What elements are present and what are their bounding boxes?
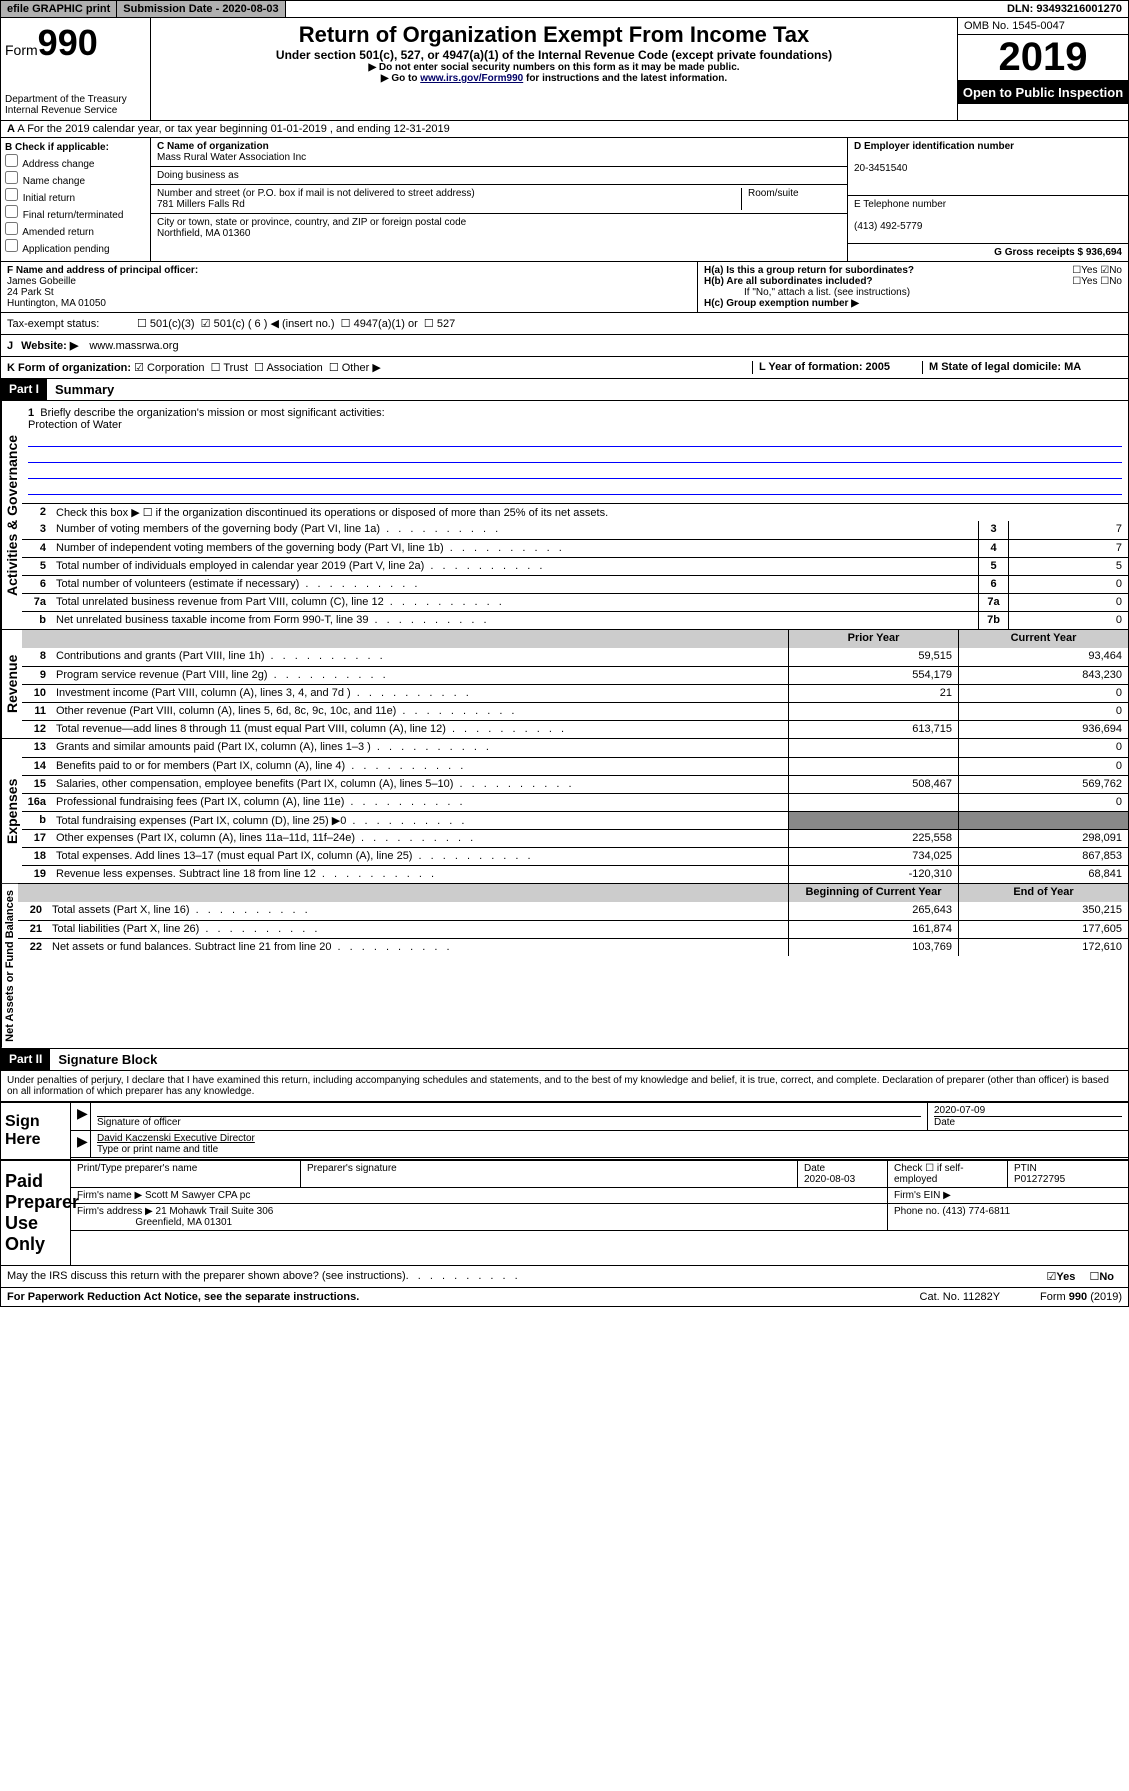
line-b: bTotal fundraising expenses (Part IX, co… bbox=[22, 811, 1128, 829]
city-cell: City or town, state or province, country… bbox=[151, 214, 847, 242]
line-17: 17Other expenses (Part IX, column (A), l… bbox=[22, 829, 1128, 847]
line-5: 5Total number of individuals employed in… bbox=[22, 557, 1128, 575]
form-number: Form990 bbox=[5, 22, 146, 64]
line-22: 22Net assets or fund balances. Subtract … bbox=[18, 938, 1128, 956]
line2: 2 Check this box ▶ ☐ if the organization… bbox=[22, 503, 1128, 521]
efile-print-button[interactable]: efile GRAPHIC print bbox=[1, 1, 117, 17]
line-13: 13Grants and similar amounts paid (Part … bbox=[22, 739, 1128, 757]
part2-title: Signature Block bbox=[50, 1049, 165, 1070]
line-12: 12Total revenue—add lines 8 through 11 (… bbox=[22, 720, 1128, 738]
line-18: 18Total expenses. Add lines 13–17 (must … bbox=[22, 847, 1128, 865]
part2-header: Part II bbox=[1, 1049, 50, 1070]
checkbox-amended-return[interactable]: Amended return bbox=[5, 222, 146, 238]
line-3: 3Number of voting members of the governi… bbox=[22, 521, 1128, 539]
line-4: 4Number of independent voting members of… bbox=[22, 539, 1128, 557]
sign-here-section: Sign Here ▶ Signature of officer 2020-07… bbox=[1, 1101, 1128, 1159]
top-toolbar: efile GRAPHIC print Submission Date - 20… bbox=[0, 0, 1129, 18]
section-j-website: J Website: ▶ www.massrwa.org bbox=[1, 334, 1128, 356]
net-header-row: Beginning of Current Year End of Year bbox=[18, 884, 1128, 902]
form-header: Form990 Department of the Treasury Inter… bbox=[1, 18, 1128, 120]
section-h: H(a) Is this a group return for subordin… bbox=[698, 262, 1128, 312]
org-name-cell: C Name of organization Mass Rural Water … bbox=[151, 138, 847, 167]
line-b: bNet unrelated business taxable income f… bbox=[22, 611, 1128, 629]
dln-label: DLN: 93493216001270 bbox=[1001, 1, 1128, 17]
perjury-declaration: Under penalties of perjury, I declare th… bbox=[1, 1070, 1128, 1101]
checkbox-initial-return[interactable]: Initial return bbox=[5, 188, 146, 204]
omb-number: OMB No. 1545-0047 bbox=[958, 18, 1128, 35]
part1-title: Summary bbox=[47, 379, 122, 400]
line-11: 11Other revenue (Part VIII, column (A), … bbox=[22, 702, 1128, 720]
vert-net-assets: Net Assets or Fund Balances bbox=[1, 884, 18, 1048]
note-ssn: ▶ Do not enter social security numbers o… bbox=[155, 62, 953, 73]
tax-exempt-status: Tax-exempt status: ☐ 501(c)(3) ☑ 501(c) … bbox=[1, 312, 1128, 334]
line-8: 8Contributions and grants (Part VIII, li… bbox=[22, 648, 1128, 666]
vert-revenue: Revenue bbox=[1, 630, 22, 738]
dept-label: Department of the Treasury Internal Reve… bbox=[5, 94, 146, 116]
address-cell: Number and street (or P.O. box if mail i… bbox=[151, 185, 847, 214]
section-k-l-m: K Form of organization: ☑ Corporation ☐ … bbox=[1, 356, 1128, 378]
telephone-cell: E Telephone number(413) 492-5779 bbox=[848, 196, 1128, 244]
footer: For Paperwork Reduction Act Notice, see … bbox=[1, 1287, 1128, 1306]
inspection-badge: Open to Public Inspection bbox=[958, 81, 1128, 104]
line-19: 19Revenue less expenses. Subtract line 1… bbox=[22, 865, 1128, 883]
vert-expenses: Expenses bbox=[1, 739, 22, 883]
checkbox-address-change[interactable]: Address change bbox=[5, 154, 146, 170]
section-a-period: A A For the 2019 calendar year, or tax y… bbox=[1, 120, 1128, 137]
line-16a: 16aProfessional fundraising fees (Part I… bbox=[22, 793, 1128, 811]
discuss-row: May the IRS discuss this return with the… bbox=[1, 1265, 1128, 1287]
line1-mission: 1 Briefly describe the organization's mi… bbox=[22, 401, 1128, 503]
line-14: 14Benefits paid to or for members (Part … bbox=[22, 757, 1128, 775]
checkbox-name-change[interactable]: Name change bbox=[5, 171, 146, 187]
section-b-checkboxes: B Check if applicable: Address change Na… bbox=[1, 138, 151, 261]
line-6: 6Total number of volunteers (estimate if… bbox=[22, 575, 1128, 593]
line-7a: 7aTotal unrelated business revenue from … bbox=[22, 593, 1128, 611]
line-10: 10Investment income (Part VIII, column (… bbox=[22, 684, 1128, 702]
line-21: 21Total liabilities (Part X, line 26)161… bbox=[18, 920, 1128, 938]
line-20: 20Total assets (Part X, line 16)265,6433… bbox=[18, 902, 1128, 920]
form-title: Return of Organization Exempt From Incom… bbox=[155, 22, 953, 48]
line-15: 15Salaries, other compensation, employee… bbox=[22, 775, 1128, 793]
ein-cell: D Employer identification number20-34515… bbox=[848, 138, 1128, 196]
form-subtitle: Under section 501(c), 527, or 4947(a)(1)… bbox=[155, 48, 953, 62]
checkbox-application-pending[interactable]: Application pending bbox=[5, 239, 146, 255]
vert-activities-governance: Activities & Governance bbox=[1, 401, 22, 629]
paid-preparer-section: Paid Preparer Use Only Print/Type prepar… bbox=[1, 1159, 1128, 1265]
note-link: ▶ Go to www.irs.gov/Form990 for instruct… bbox=[155, 73, 953, 84]
part1-header: Part I bbox=[1, 379, 47, 400]
submission-date-button[interactable]: Submission Date - 2020-08-03 bbox=[117, 1, 285, 17]
line-9: 9Program service revenue (Part VIII, lin… bbox=[22, 666, 1128, 684]
checkbox-final-return-terminated[interactable]: Final return/terminated bbox=[5, 205, 146, 221]
gross-receipts: G Gross receipts $ 936,694 bbox=[848, 244, 1128, 261]
section-f-officer: F Name and address of principal officer:… bbox=[1, 262, 698, 312]
dba-cell: Doing business as bbox=[151, 167, 847, 185]
revenue-header-row: Prior Year Current Year bbox=[22, 630, 1128, 648]
tax-year: 2019 bbox=[958, 35, 1128, 81]
irs-link[interactable]: www.irs.gov/Form990 bbox=[420, 73, 523, 84]
